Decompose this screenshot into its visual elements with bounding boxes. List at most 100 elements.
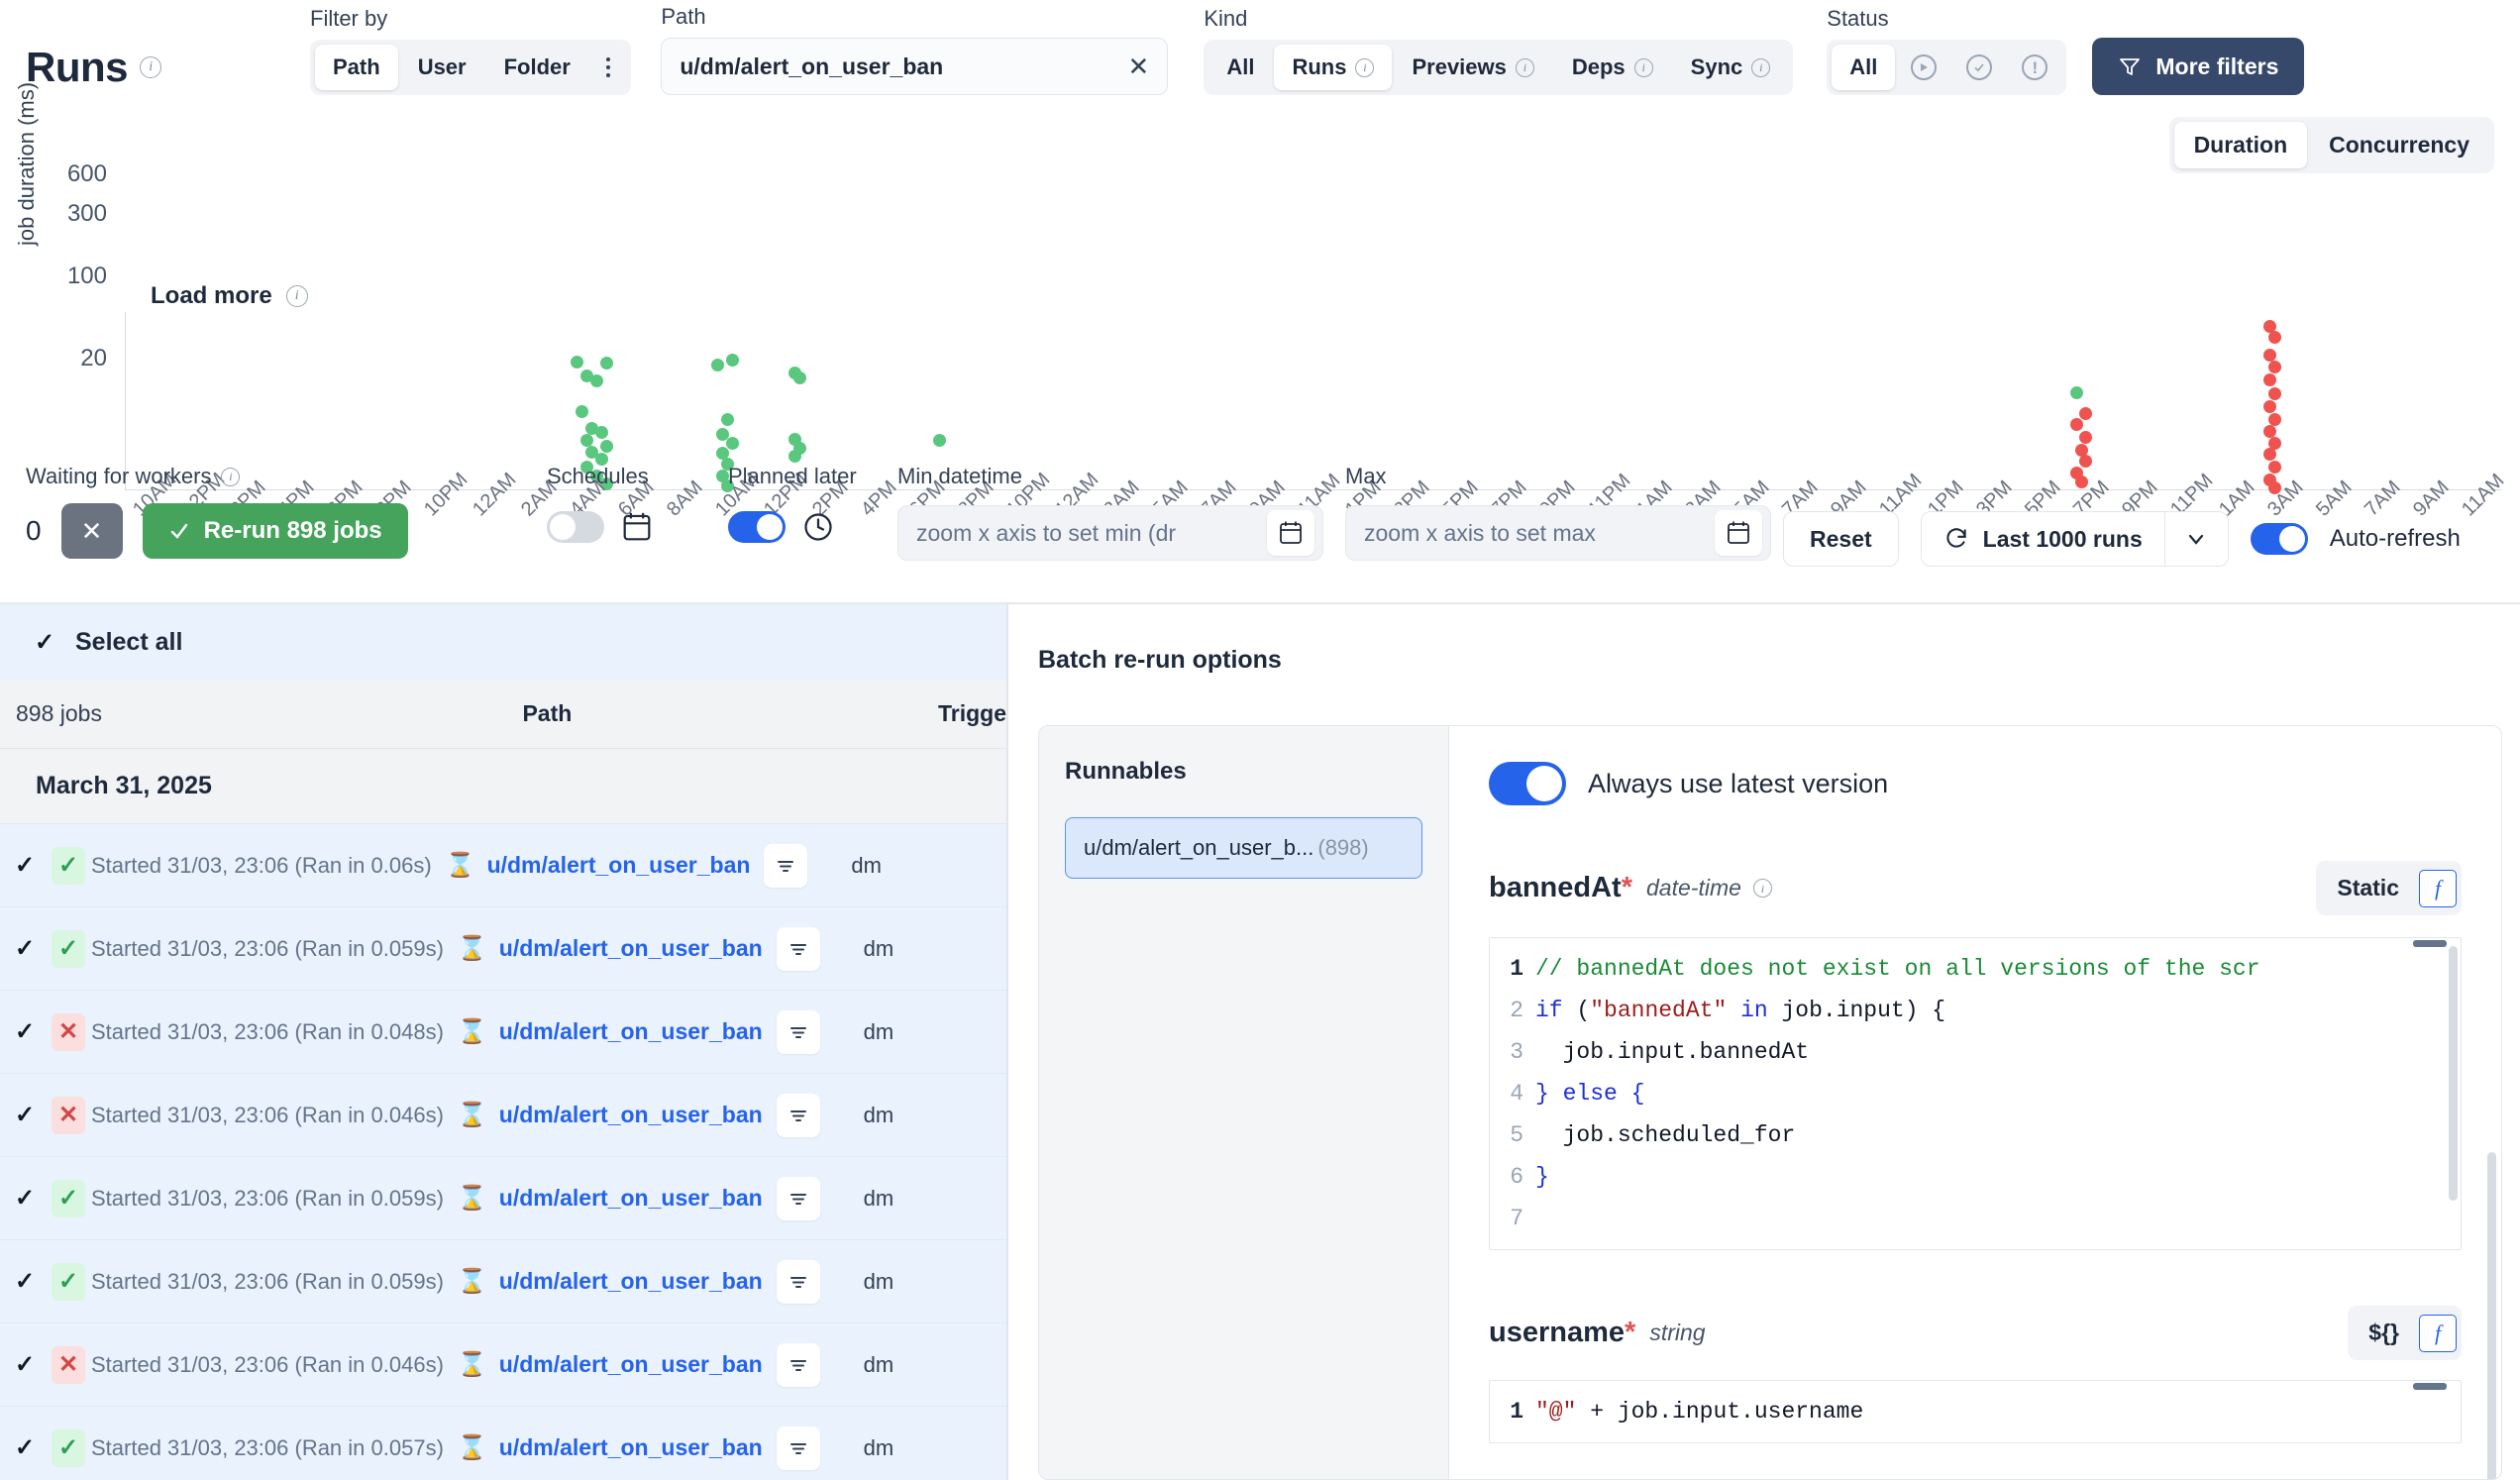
clock-icon[interactable]	[803, 512, 833, 542]
row-filter-icon[interactable]	[776, 1009, 820, 1054]
status-success-button[interactable]	[1952, 45, 2006, 90]
arg-code-editor[interactable]: 1 "@" + job.input.username	[1489, 1380, 2462, 1443]
row-checkbox[interactable]: ✓	[14, 1434, 36, 1461]
editor-scroll-handle[interactable]	[2413, 940, 2447, 947]
chart-data-point[interactable]	[589, 470, 603, 483]
table-row[interactable]: ✓ ✓ Started 31/03, 23:06 (Ran in 0.057s) ⌛ u…	[0, 1407, 1006, 1480]
arg-code-editor[interactable]: 1 // bannedAt does not exist on all versi…	[1489, 937, 2462, 1250]
chart-data-point[interactable]	[594, 426, 608, 440]
min-datetime-input[interactable]: zoom x axis to set min (dr	[897, 505, 1323, 561]
chart-data-point[interactable]	[571, 355, 584, 369]
row-checkbox[interactable]: ✓	[14, 1102, 36, 1128]
kind-deps-button[interactable]: Deps i	[1554, 45, 1671, 90]
row-path-link[interactable]: u/dm/alert_on_user_ban	[498, 1102, 763, 1127]
filter-by-path-button[interactable]: Path	[315, 45, 398, 90]
row-checkbox[interactable]: ✓	[14, 1018, 36, 1045]
row-path-link[interactable]: u/dm/alert_on_user_ban	[498, 1018, 763, 1044]
chart-data-point[interactable]	[580, 434, 594, 448]
row-filter-icon[interactable]	[776, 1342, 820, 1387]
chart-data-point[interactable]	[2262, 424, 2276, 438]
chart-data-point[interactable]	[720, 457, 734, 471]
row-filter-icon[interactable]	[776, 1259, 820, 1304]
more-filters-button[interactable]: More filters	[2092, 38, 2305, 95]
chart-data-point[interactable]	[715, 427, 729, 441]
kind-all-button[interactable]: All	[1208, 45, 1272, 90]
info-icon[interactable]: i	[285, 285, 308, 307]
table-row[interactable]: ✓ ✓ Started 31/03, 23:06 (Ran in 0.06s) ⌛ u/…	[0, 824, 1006, 907]
table-row[interactable]: ✓ ✓ Started 31/03, 23:06 (Ran in 0.059s) ⌛ u…	[0, 907, 1006, 991]
runs-range-button[interactable]: Last 1000 runs	[1922, 512, 2164, 566]
row-checkbox[interactable]: ✓	[14, 1351, 36, 1378]
table-row[interactable]: ✓ ✕ Started 31/03, 23:06 (Ran in 0.046s) ⌛ u…	[0, 1323, 1006, 1407]
editor-scrollbar[interactable]	[2449, 946, 2458, 1202]
chart-data-point[interactable]	[720, 412, 734, 426]
kebab-menu-icon[interactable]	[590, 46, 627, 90]
info-icon[interactable]: i	[1355, 57, 1375, 77]
row-path-link[interactable]: u/dm/alert_on_user_ban	[486, 852, 751, 878]
chart-data-point[interactable]	[725, 353, 739, 367]
kind-previews-button[interactable]: Previews i	[1394, 45, 1551, 90]
status-all-button[interactable]: All	[1832, 45, 1896, 90]
filter-by-folder-button[interactable]: Folder	[486, 45, 588, 90]
always-latest-version-toggle[interactable]	[1489, 762, 1566, 805]
chart-plot-area[interactable]	[125, 312, 2502, 495]
chart-data-point[interactable]	[2262, 400, 2276, 414]
chart-data-point[interactable]	[933, 434, 947, 448]
chart-data-point[interactable]	[2267, 330, 2281, 344]
info-icon[interactable]: i	[1751, 57, 1771, 77]
chart-data-point[interactable]	[725, 436, 739, 450]
chart-data-point[interactable]	[2267, 361, 2281, 374]
chart-data-point[interactable]	[792, 370, 806, 384]
info-icon[interactable]: i	[140, 56, 161, 78]
chart-data-point[interactable]	[2262, 319, 2276, 333]
chart-data-point[interactable]	[710, 359, 724, 372]
row-checkbox[interactable]: ✓	[14, 935, 36, 962]
chart-data-point[interactable]	[2267, 460, 2281, 474]
runnable-item[interactable]: u/dm/alert_on_user_b... (898)	[1065, 817, 1422, 879]
chart-data-point[interactable]	[2267, 436, 2281, 450]
chart-data-point[interactable]	[788, 450, 802, 464]
chart-data-point[interactable]	[599, 357, 613, 370]
tab-concurrency[interactable]: Concurrency	[2309, 122, 2489, 168]
chart-data-point[interactable]	[584, 445, 598, 459]
planned-later-toggle[interactable]	[728, 511, 786, 543]
status-failed-button[interactable]: !	[2008, 45, 2061, 90]
info-icon[interactable]: i	[1752, 879, 1772, 898]
chart-data-point[interactable]	[720, 479, 734, 493]
info-icon[interactable]: i	[1633, 57, 1653, 77]
status-running-button[interactable]	[1897, 45, 1950, 90]
calendar-icon[interactable]	[1715, 510, 1762, 556]
row-filter-icon[interactable]	[776, 926, 820, 971]
max-datetime-input[interactable]: zoom x axis to set max	[1345, 505, 1771, 561]
row-path-link[interactable]: u/dm/alert_on_user_ban	[498, 935, 763, 961]
chart-data-point[interactable]	[580, 460, 594, 474]
cancel-button[interactable]: ✕	[60, 503, 123, 559]
chart-data-point[interactable]	[2074, 443, 2088, 457]
tab-duration[interactable]: Duration	[2173, 122, 2308, 168]
table-row[interactable]: ✓ ✕ Started 31/03, 23:06 (Ran in 0.046s) ⌛ u…	[0, 1074, 1006, 1157]
kind-runs-button[interactable]: Runs i	[1274, 45, 1393, 90]
chart-data-point[interactable]	[2262, 349, 2276, 363]
row-filter-icon[interactable]	[776, 1093, 820, 1137]
rerun-jobs-button[interactable]: Re-run 898 jobs	[142, 503, 408, 559]
row-checkbox[interactable]: ✓	[14, 1185, 36, 1212]
chart-data-point[interactable]	[599, 439, 613, 453]
chart-data-point[interactable]	[2079, 430, 2093, 444]
chart-data-point[interactable]	[584, 421, 598, 435]
editor-scroll-handle[interactable]	[2413, 1383, 2447, 1390]
arg-mode-tag[interactable]: ${}	[2368, 1320, 2399, 1345]
chart-data-point[interactable]	[2079, 407, 2093, 421]
chart-data-point[interactable]	[2262, 373, 2276, 386]
select-all-checkbox[interactable]: ✓	[34, 628, 55, 656]
chart-data-point[interactable]	[2267, 481, 2281, 495]
chart-data-point[interactable]	[599, 476, 613, 490]
chart-data-point[interactable]	[715, 446, 729, 460]
chart-data-point[interactable]	[2079, 455, 2093, 469]
chart-data-point[interactable]	[576, 404, 589, 418]
chart-data-point[interactable]	[594, 452, 608, 466]
calendar-icon[interactable]	[622, 511, 652, 543]
chart-data-point[interactable]	[2074, 475, 2088, 488]
close-icon[interactable]: ✕	[1127, 52, 1150, 81]
reset-button[interactable]: Reset	[1783, 511, 1899, 567]
calendar-icon[interactable]	[1267, 510, 1314, 556]
